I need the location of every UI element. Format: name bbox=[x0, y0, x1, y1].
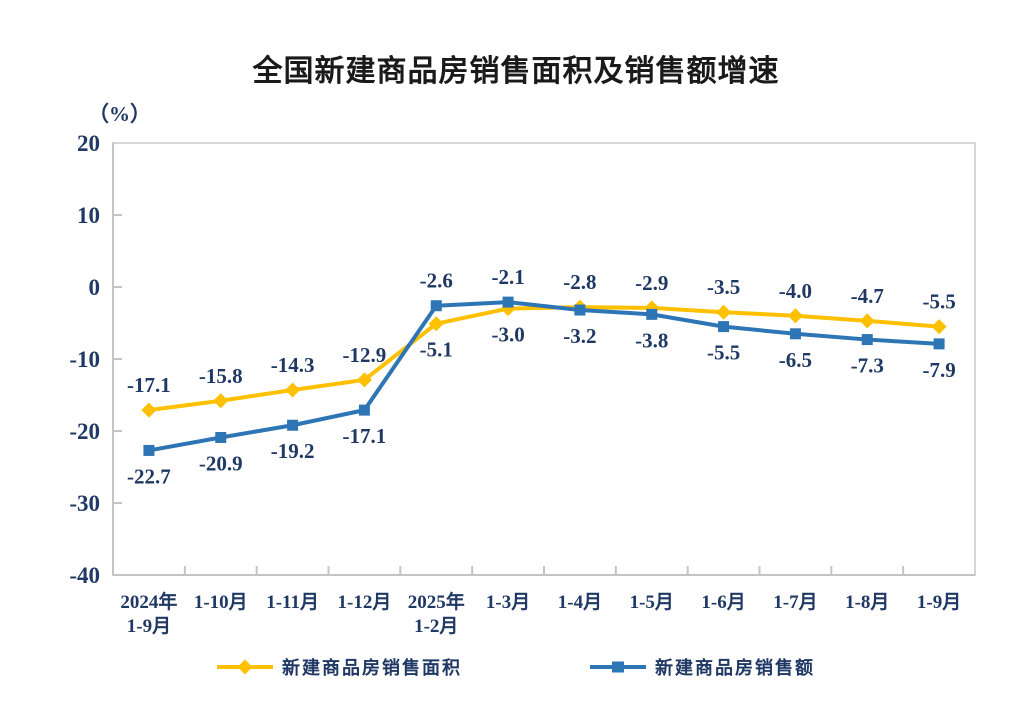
marker-diamond bbox=[213, 393, 229, 409]
marker-square bbox=[574, 304, 586, 316]
marker-square bbox=[215, 431, 227, 443]
data-label: -3.5 bbox=[707, 275, 740, 299]
marker-diamond bbox=[931, 319, 947, 335]
x-category-label: 1-2月 bbox=[414, 616, 458, 637]
x-category-label: 1-3月 bbox=[486, 592, 530, 613]
data-label: -4.7 bbox=[851, 284, 884, 308]
x-category-label: 1-7月 bbox=[773, 592, 817, 613]
legend-item-sales-value: 新建商品房销售额 bbox=[590, 654, 815, 680]
data-label: -20.9 bbox=[199, 451, 243, 475]
marker-diamond bbox=[141, 402, 157, 418]
marker-square bbox=[502, 296, 514, 308]
x-category-label: 1-12月 bbox=[338, 592, 392, 613]
series-line-1 bbox=[148, 300, 940, 453]
data-label: -5.5 bbox=[707, 341, 740, 365]
data-label: -22.7 bbox=[127, 464, 171, 488]
legend-label-sales-area: 新建商品房销售面积 bbox=[282, 658, 462, 678]
marker-square bbox=[718, 321, 730, 333]
x-category-label: 1-6月 bbox=[701, 592, 745, 613]
x-category-label: 1-11月 bbox=[266, 592, 319, 613]
x-category-label: 2025年 bbox=[408, 590, 465, 613]
y-tick-label: 0 bbox=[89, 275, 101, 300]
legend-item-sales-area: 新建商品房销售面积 bbox=[217, 654, 462, 680]
data-label: -17.1 bbox=[343, 424, 387, 448]
data-label: -2.9 bbox=[635, 271, 668, 295]
data-label: -2.6 bbox=[420, 269, 453, 293]
data-label: -19.2 bbox=[271, 439, 315, 463]
marker-square bbox=[287, 419, 299, 431]
data-label: -2.8 bbox=[563, 270, 596, 294]
marker-diamond bbox=[787, 308, 803, 324]
marker-square bbox=[861, 334, 873, 346]
y-tick-label: -30 bbox=[69, 491, 100, 516]
marker-diamond bbox=[285, 382, 301, 398]
sales-value-line-square-icon bbox=[590, 661, 646, 673]
data-label: -5.1 bbox=[420, 338, 453, 362]
sales-area-line-diamond-icon bbox=[217, 659, 273, 675]
chart-title: 全国新建商品房销售面积及销售额增速 bbox=[252, 55, 780, 88]
marker-diamond bbox=[859, 313, 875, 329]
data-label: -3.0 bbox=[491, 323, 524, 347]
chart-legend: 新建商品房销售面积 新建商品房销售额 bbox=[0, 654, 1032, 680]
marker-square bbox=[430, 300, 442, 312]
data-label: -15.8 bbox=[199, 364, 243, 388]
y-axis-unit-label: （%） bbox=[88, 102, 151, 126]
marker-diamond bbox=[428, 316, 444, 332]
y-tick-label: 10 bbox=[77, 203, 100, 228]
marker-square bbox=[789, 328, 801, 340]
data-label: -7.3 bbox=[851, 354, 884, 378]
marker-square bbox=[933, 338, 945, 350]
data-label: -4.0 bbox=[779, 279, 812, 303]
data-label: -14.3 bbox=[271, 353, 315, 377]
marker-diamond bbox=[716, 304, 732, 320]
x-category-label: 2024年 bbox=[120, 590, 177, 613]
data-label: -5.5 bbox=[922, 290, 955, 314]
x-category-label: 1-4月 bbox=[558, 592, 602, 613]
marker-diamond bbox=[356, 372, 372, 388]
marker-square bbox=[358, 404, 370, 416]
legend-label-sales-value: 新建商品房销售额 bbox=[655, 658, 815, 678]
x-category-label: 1-10月 bbox=[194, 592, 248, 613]
x-category-label: 1-9月 bbox=[127, 616, 171, 637]
plot-border bbox=[112, 142, 976, 576]
x-category-label: 1-9月 bbox=[917, 592, 961, 613]
data-label: -12.9 bbox=[343, 343, 387, 367]
y-tick-label: -10 bbox=[69, 347, 100, 372]
marker-square bbox=[143, 444, 155, 456]
data-label: -2.1 bbox=[491, 265, 524, 289]
marker-square bbox=[646, 308, 658, 320]
x-category-label: 1-5月 bbox=[630, 592, 674, 613]
x-category-label: 1-8月 bbox=[845, 592, 889, 613]
data-label: -17.1 bbox=[127, 373, 171, 397]
y-tick-label: -20 bbox=[69, 419, 100, 444]
y-tick-label: 20 bbox=[77, 131, 100, 156]
data-label: -3.2 bbox=[563, 324, 596, 348]
data-label: -7.9 bbox=[922, 358, 955, 382]
data-label: -6.5 bbox=[779, 348, 812, 372]
data-label: -3.8 bbox=[635, 328, 668, 352]
series-line-0 bbox=[148, 305, 940, 413]
y-tick-label: -40 bbox=[69, 563, 100, 588]
